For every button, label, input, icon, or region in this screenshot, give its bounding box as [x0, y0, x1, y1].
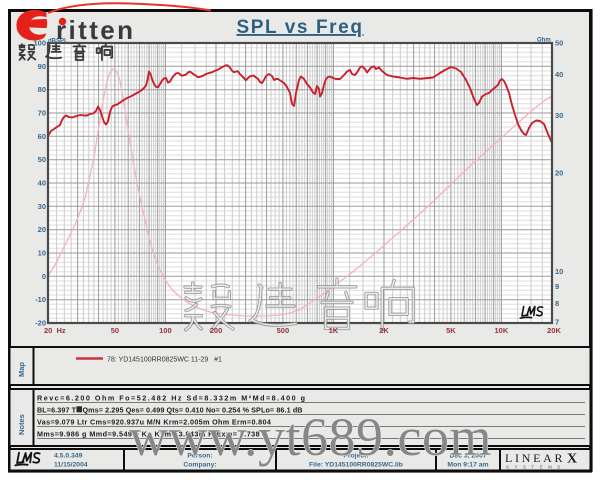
svg-text:Person:: Person: — [187, 453, 212, 460]
svg-text:9: 9 — [555, 282, 559, 291]
svg-text:File: YD145100RR0825WC.lib: File: YD145100RR0825WC.lib — [309, 462, 403, 469]
svg-text:70: 70 — [38, 109, 46, 118]
svg-text:500: 500 — [277, 326, 290, 335]
svg-text:Vas=9.079 Ltr Cms=920.937u M/: Vas=9.079 Ltr Cms=920.937u M/N Krm=2.005… — [37, 418, 271, 427]
svg-text:50: 50 — [555, 39, 563, 48]
svg-text:Mms=9.986 g Mmd=9.549m Kg Kx: Mms=9.986 g Mmd=9.549m Kg Kxm= 3.843m H … — [37, 430, 260, 439]
svg-text:Ohm: Ohm — [537, 38, 551, 44]
svg-text:dBSPL: dBSPL — [48, 39, 68, 45]
svg-text:X: X — [567, 452, 577, 467]
svg-text:10K: 10K — [495, 326, 509, 335]
svg-text:BL=6.397 T Qms= 2.295 Qes=: BL=6.397 T Qms= 2.295 Qes= 0.499 Qts= 0.… — [37, 406, 303, 415]
svg-text:-20: -20 — [35, 319, 46, 328]
svg-text:Company:: Company: — [183, 462, 216, 469]
svg-text:-10: -10 — [35, 295, 46, 304]
svg-text:1K: 1K — [329, 326, 339, 335]
svg-text:SYSTEMS: SYSTEMS — [506, 465, 566, 470]
svg-text:100: 100 — [33, 39, 46, 48]
svg-text:10: 10 — [555, 267, 563, 276]
svg-text:11/15/2004: 11/15/2004 — [54, 462, 88, 469]
svg-text:20 Hz: 20 Hz — [44, 326, 66, 335]
svg-text:LINEAR: LINEAR — [505, 451, 565, 465]
svg-text:20: 20 — [38, 225, 46, 234]
svg-text:60: 60 — [38, 132, 46, 141]
svg-text:7: 7 — [555, 318, 559, 327]
svg-text:30: 30 — [555, 111, 563, 120]
svg-text:Dec 3, 2007: Dec 3, 2007 — [449, 453, 486, 460]
svg-text:Map: Map — [17, 362, 26, 377]
svg-text:200: 200 — [210, 326, 223, 335]
svg-text:www.yt689.com: www.yt689.com — [129, 407, 492, 467]
svg-text:Notes: Notes — [17, 414, 26, 435]
svg-text:4.5.0.349: 4.5.0.349 — [54, 453, 83, 460]
svg-text:100: 100 — [159, 326, 172, 335]
svg-text:2K: 2K — [379, 326, 389, 335]
svg-text:10: 10 — [38, 249, 46, 258]
svg-text:SPL vs Freq: SPL vs Freq — [236, 17, 363, 38]
svg-text:78: YD145100RR0825WC 11-29: 78: YD145100RR0825WC 11-29 #1 — [107, 357, 222, 364]
svg-text:Project:: Project: — [343, 453, 368, 460]
svg-text:80: 80 — [38, 85, 46, 94]
svg-text:90: 90 — [38, 62, 46, 71]
svg-text:40: 40 — [555, 70, 563, 79]
svg-text:0: 0 — [42, 272, 46, 281]
svg-text:8: 8 — [555, 299, 559, 308]
svg-text:30: 30 — [38, 202, 46, 211]
svg-text:20K: 20K — [547, 326, 561, 335]
svg-text:ritten: ritten — [56, 15, 135, 45]
svg-text:20: 20 — [555, 169, 563, 178]
svg-text:Revc=6.200 Ohm Fo=52.482 Hz: Revc=6.200 Ohm Fo=52.482 Hz Sd=8.332m M²… — [37, 394, 307, 403]
svg-text:40: 40 — [38, 179, 46, 188]
svg-text:50: 50 — [111, 326, 119, 335]
svg-text:50: 50 — [38, 155, 46, 164]
svg-text:Mon 9:17 am: Mon 9:17 am — [447, 462, 488, 469]
svg-text:5K: 5K — [446, 326, 456, 335]
